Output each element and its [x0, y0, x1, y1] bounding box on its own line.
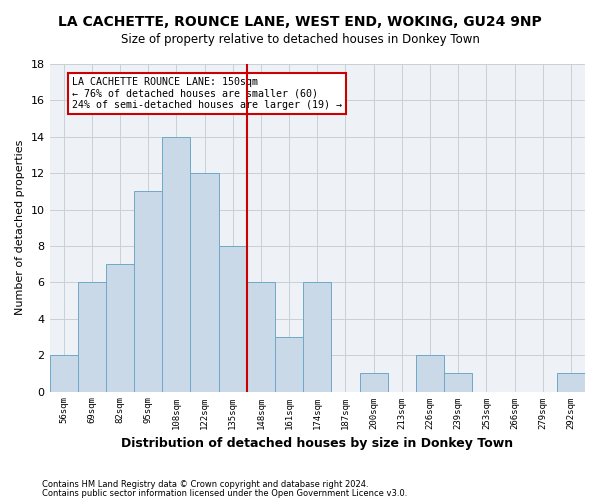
- Bar: [275, 337, 303, 392]
- Bar: [162, 137, 190, 392]
- Bar: [190, 173, 218, 392]
- Bar: [247, 282, 275, 392]
- Bar: [50, 355, 78, 392]
- Bar: [218, 246, 247, 392]
- Bar: [303, 282, 331, 392]
- Text: Contains public sector information licensed under the Open Government Licence v3: Contains public sector information licen…: [42, 488, 407, 498]
- Text: LA CACHETTE, ROUNCE LANE, WEST END, WOKING, GU24 9NP: LA CACHETTE, ROUNCE LANE, WEST END, WOKI…: [58, 15, 542, 29]
- Bar: [416, 355, 444, 392]
- Bar: [557, 374, 585, 392]
- Text: Contains HM Land Registry data © Crown copyright and database right 2024.: Contains HM Land Registry data © Crown c…: [42, 480, 368, 489]
- Bar: [359, 374, 388, 392]
- Text: Size of property relative to detached houses in Donkey Town: Size of property relative to detached ho…: [121, 32, 479, 46]
- Bar: [78, 282, 106, 392]
- Bar: [134, 192, 162, 392]
- Y-axis label: Number of detached properties: Number of detached properties: [15, 140, 25, 316]
- X-axis label: Distribution of detached houses by size in Donkey Town: Distribution of detached houses by size …: [121, 437, 514, 450]
- Bar: [106, 264, 134, 392]
- Text: LA CACHETTE ROUNCE LANE: 150sqm
← 76% of detached houses are smaller (60)
24% of: LA CACHETTE ROUNCE LANE: 150sqm ← 76% of…: [72, 76, 342, 110]
- Bar: [444, 374, 472, 392]
